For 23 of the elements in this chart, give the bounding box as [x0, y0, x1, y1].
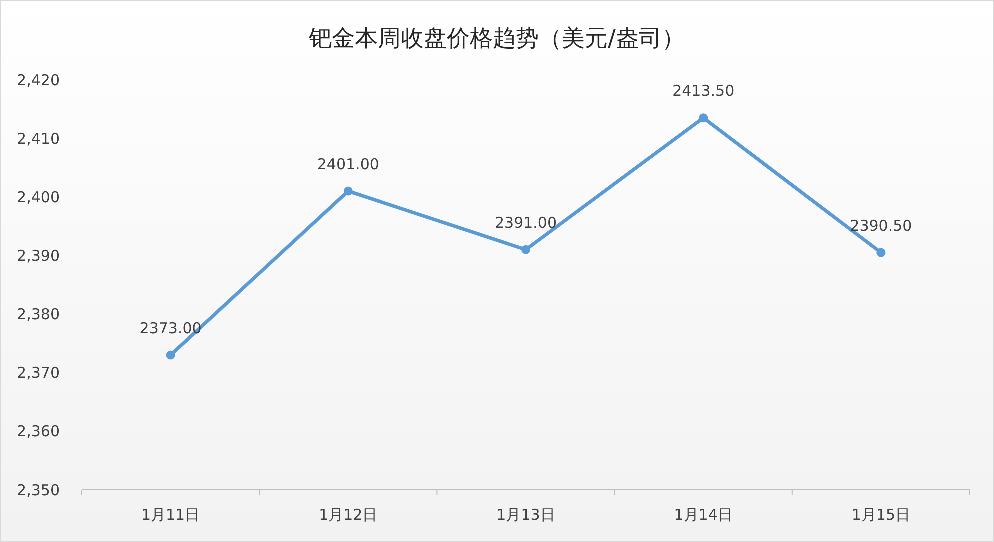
point: [522, 245, 530, 254]
text: 2391.00: [494, 214, 558, 232]
x-tick-label: 1月14日: [674, 506, 733, 524]
x-tick-label: 1月13日: [496, 506, 556, 524]
x-tick-label: 1月11日: [141, 506, 200, 524]
y-tick-label: 2,380: [17, 306, 60, 324]
text: 2413.50: [672, 82, 735, 100]
x-tick-label: 1月15日: [852, 506, 911, 524]
point: [166, 350, 176, 360]
y-tick-label: 2,370: [17, 364, 60, 382]
point: [876, 248, 886, 258]
y-tick-label: 2,420: [17, 71, 60, 90]
text: 2401.00: [317, 155, 380, 174]
text: 2390.50: [850, 216, 912, 235]
y-tick-label: 2,390: [17, 246, 60, 265]
y-tick-label: 2,400: [17, 188, 60, 206]
point: [344, 186, 353, 196]
chart-title: 钯金本周收盘价格趋势（美元/盎司）: [308, 26, 685, 52]
point: [699, 114, 708, 123]
y-tick-label: 2,410: [17, 130, 60, 148]
y-tick-label: 2,360: [17, 422, 60, 441]
x-tick-label: 1月12日: [319, 506, 378, 524]
y-tick-label: 2,350: [17, 481, 60, 500]
